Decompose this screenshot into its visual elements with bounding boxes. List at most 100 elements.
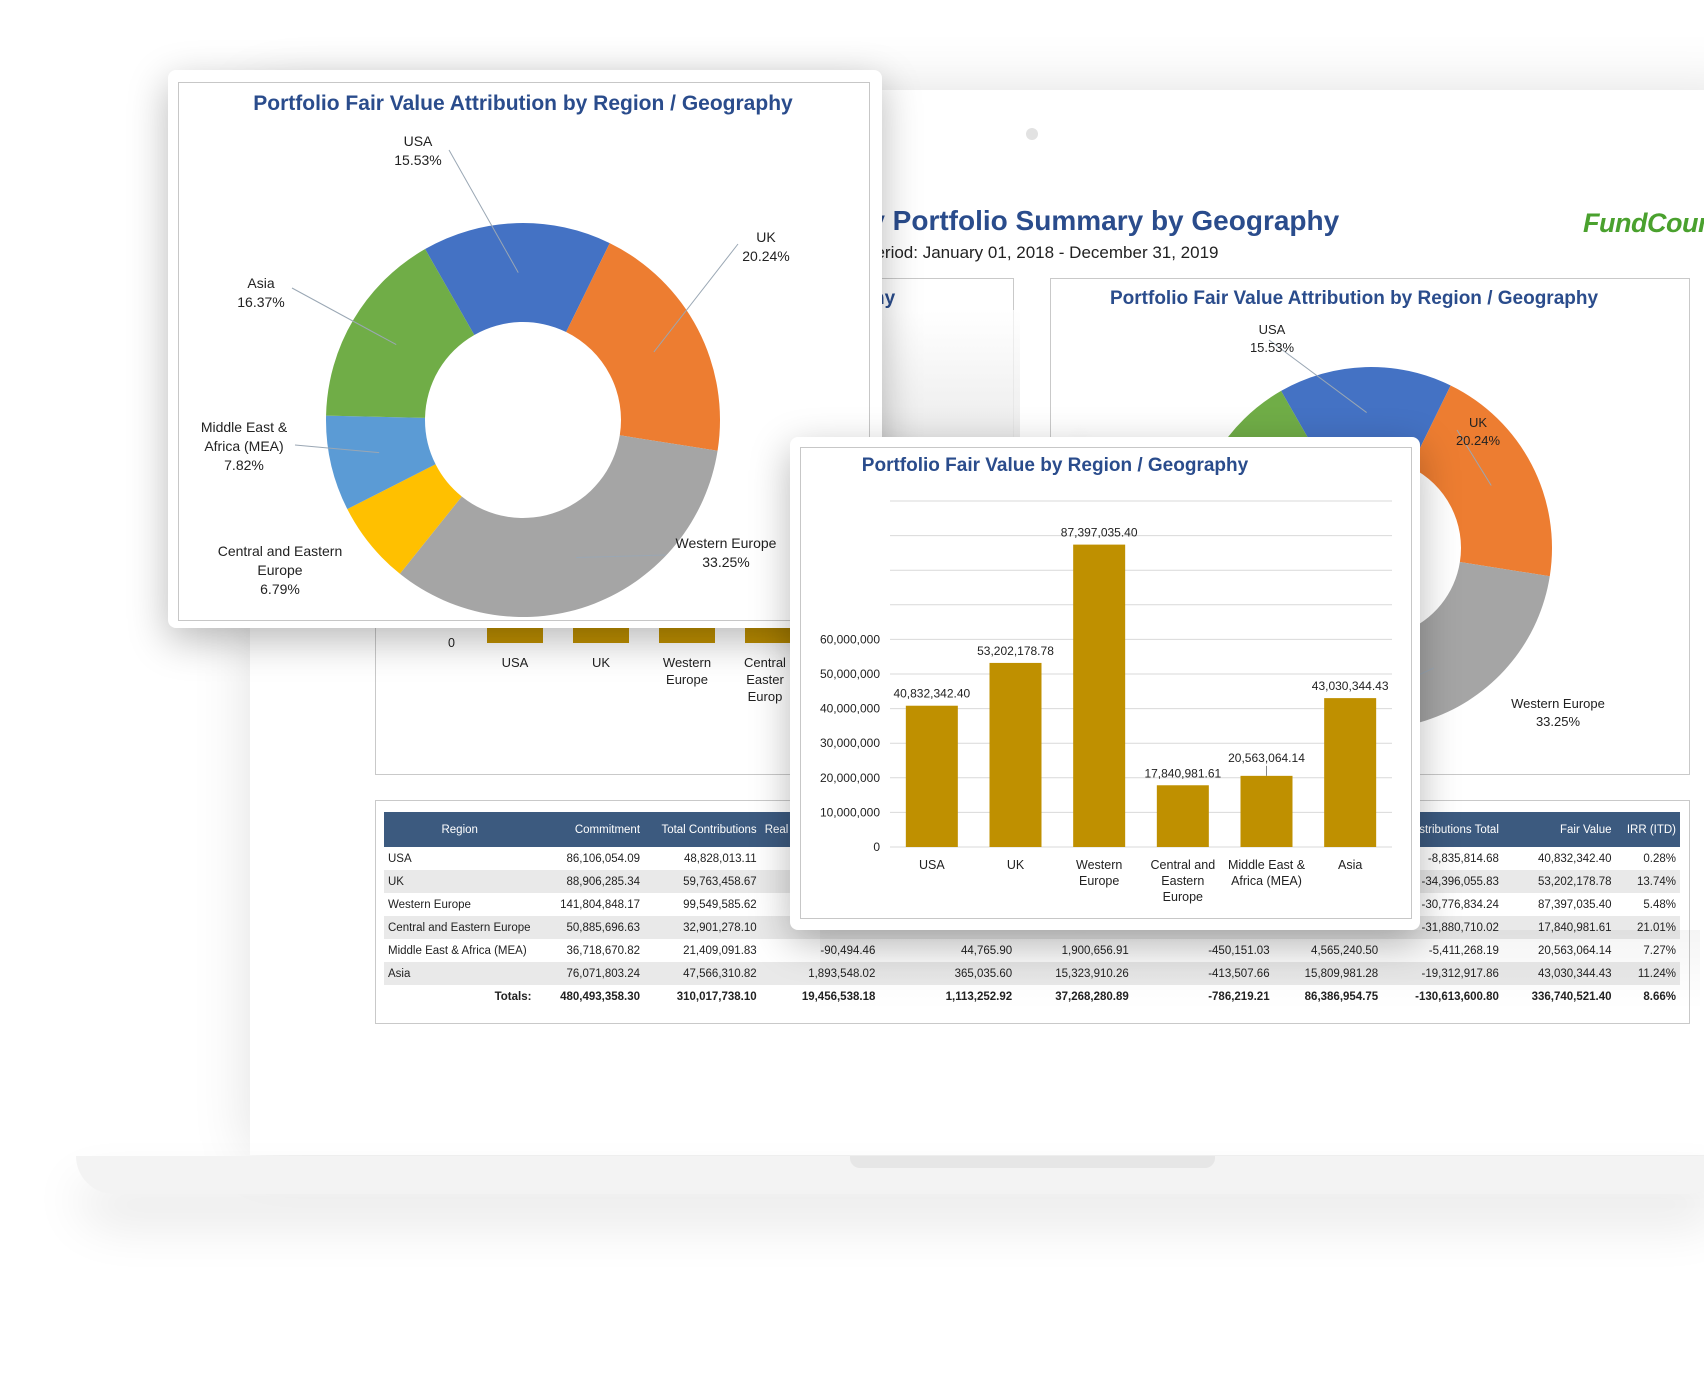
slice-label: 15.53% xyxy=(1250,340,1295,355)
table-row[interactable]: Middle East & Africa (MEA) 36,718,670.82 2… xyxy=(384,939,1680,962)
slice-label: Europe xyxy=(257,562,302,578)
table-row[interactable]: Western Europe 141,804,848.17 99,549,585.6… xyxy=(384,893,1680,916)
fog-overlay xyxy=(820,930,1700,1010)
table-cell: 87,397,035.40 xyxy=(1537,898,1612,911)
bar xyxy=(1156,785,1209,847)
table-cell: UK xyxy=(384,870,536,893)
col-irr[interactable]: IRR (ITD) xyxy=(1615,812,1680,847)
table-cell: USA xyxy=(388,852,412,865)
table-cell: 37,268,280.89 xyxy=(1026,985,1133,1008)
table-cell: Totals: xyxy=(494,990,532,1003)
x-tick-label: Europe xyxy=(1079,874,1119,888)
bar-value-label: 40,832,342.40 xyxy=(893,687,970,701)
background-donut-title: Portfolio Fair Value Attribution by Regi… xyxy=(1110,288,1599,309)
table-cell: 19,456,538.18 xyxy=(761,985,880,1008)
donut-chart: USA 15.53% UK 20.24% Western Europe 33.25% Cen… xyxy=(201,133,790,617)
x-tick-label: USA xyxy=(502,655,529,670)
y-tick-label: 0 xyxy=(873,840,880,854)
table-cell: -19,312,917.86 xyxy=(1382,962,1503,985)
donut-slice xyxy=(347,464,462,574)
slice-label: 16.37% xyxy=(237,294,284,310)
laptop-notch xyxy=(850,1156,1215,1168)
table-cell: 20,563,064.14 xyxy=(1503,939,1616,962)
table-totals-row[interactable]: Totals: 480,493,358.30 310,017,738.10 19,45… xyxy=(384,985,1680,1008)
table-cell: 50,885,696.63 xyxy=(535,916,645,939)
donut-slice xyxy=(566,243,720,451)
table-row[interactable]: Asia76,071,803.2447,566,310.821,893,548.… xyxy=(384,962,1680,985)
donut-chart-title: Portfolio Fair Value Attribution by Regi… xyxy=(253,92,793,115)
table-cell: 4,565,240.50 xyxy=(1274,939,1383,962)
table-cell: 76,071,803.24 xyxy=(535,962,645,985)
slice-label: Western Europe xyxy=(676,535,777,551)
table-cell: 40,832,342.40 xyxy=(1537,852,1612,865)
table-cell: 36,718,670.82 xyxy=(566,944,641,957)
table-cell: Central and Eastern Europe xyxy=(384,916,536,939)
x-tick-label: Western xyxy=(1076,858,1122,872)
donut-slice xyxy=(326,415,436,510)
slice-label: 15.53% xyxy=(394,152,441,168)
col-fair-value[interactable]: Fair Value xyxy=(1502,812,1616,847)
col-region[interactable]: Region xyxy=(384,812,536,847)
table-cell: 15,809,981.28 xyxy=(1273,962,1383,985)
table-cell: 13.74% xyxy=(1615,870,1680,893)
leader-line xyxy=(294,444,380,454)
table-row[interactable]: USA 86,106,054.09 48,828,013.11 -8,835,814.… xyxy=(384,847,1680,870)
table-cell: 310,017,738.10 xyxy=(676,990,757,1003)
slice-label: 20.24% xyxy=(742,248,789,264)
y-tick-label: 0 xyxy=(448,636,455,650)
x-tick-label: Western xyxy=(663,655,711,670)
table-cell: -8,835,814.68 xyxy=(1427,852,1499,865)
bar-chart-frame xyxy=(800,447,1412,919)
slice-label: Africa (MEA) xyxy=(204,438,283,454)
y-tick-label: 40,000,000 xyxy=(820,702,880,716)
slice-label: USA xyxy=(1259,322,1286,337)
table-cell: Middle East & Africa (MEA) xyxy=(388,944,527,957)
x-tick-label: Africa (MEA) xyxy=(1231,874,1302,888)
bar xyxy=(1240,775,1293,847)
x-tick-label: UK xyxy=(1007,858,1025,872)
slice-label: Central and Eastern xyxy=(218,543,343,559)
table-cell: 1,893,548.02 xyxy=(760,962,880,985)
donut-chart-frame xyxy=(178,82,870,621)
x-tick-label: Middle East & xyxy=(1228,858,1306,872)
table-cell: 32,901,278.10 xyxy=(644,916,761,939)
table-cell: 43,030,344.43 xyxy=(1502,962,1616,985)
bar-chart-title: Portfolio Fair Value by Region / Geograp… xyxy=(861,455,1249,476)
table-cell: -30,776,834.24 xyxy=(1421,898,1499,911)
bar-value-label: 17,840,981.61 xyxy=(1144,766,1221,780)
x-tick-label: Europe xyxy=(666,672,708,687)
slice-label: USA xyxy=(404,133,433,149)
table-cell: 59,763,458.67 xyxy=(644,870,761,893)
leader-line xyxy=(291,287,397,346)
table-cell: 47,566,310.82 xyxy=(644,962,761,985)
donut-slice xyxy=(425,222,610,335)
bar xyxy=(989,662,1042,847)
table-cell: 1,900,656.91 xyxy=(1026,939,1133,962)
x-tick-label: Europe xyxy=(1163,890,1203,904)
table-cell: 86,386,954.75 xyxy=(1274,985,1383,1008)
bar-value-label: 20,563,064.14 xyxy=(1228,751,1305,765)
table-cell: Asia xyxy=(384,962,536,985)
slice-label: 33.25% xyxy=(1536,714,1581,729)
table-cell: -413,507.66 xyxy=(1132,962,1274,985)
x-tick-label: Europ xyxy=(748,689,783,704)
table-cell: 5.48% xyxy=(1643,898,1676,911)
table-cell: 8.66% xyxy=(1616,985,1680,1008)
table-cell xyxy=(1016,962,1027,985)
table-cell: 1,113,252.92 xyxy=(879,985,1016,1008)
report-period: period: January 01, 2018 - December 31, … xyxy=(866,243,1219,262)
leader-line xyxy=(1419,667,1435,675)
slice-label: Western Europe xyxy=(1511,696,1605,711)
slice-label: 7.82% xyxy=(224,457,264,473)
table-cell: 141,804,848.17 xyxy=(560,898,641,911)
table-cell: -786,219.21 xyxy=(1133,985,1274,1008)
slice-label: 6.79% xyxy=(260,581,300,597)
col-commitment[interactable]: Commitment xyxy=(535,812,645,847)
table-cell: Western Europe xyxy=(388,898,471,911)
table-cell: -5,411,268.19 xyxy=(1382,939,1503,962)
table-cell: -90,494.46 xyxy=(761,939,880,962)
table-cell: 365,035.60 xyxy=(879,962,1017,985)
y-tick-label: 10,000,000 xyxy=(820,805,880,819)
col-total-contributions[interactable]: Total Contributions xyxy=(644,812,761,847)
table-cell: 53,202,178.78 xyxy=(1502,870,1616,893)
